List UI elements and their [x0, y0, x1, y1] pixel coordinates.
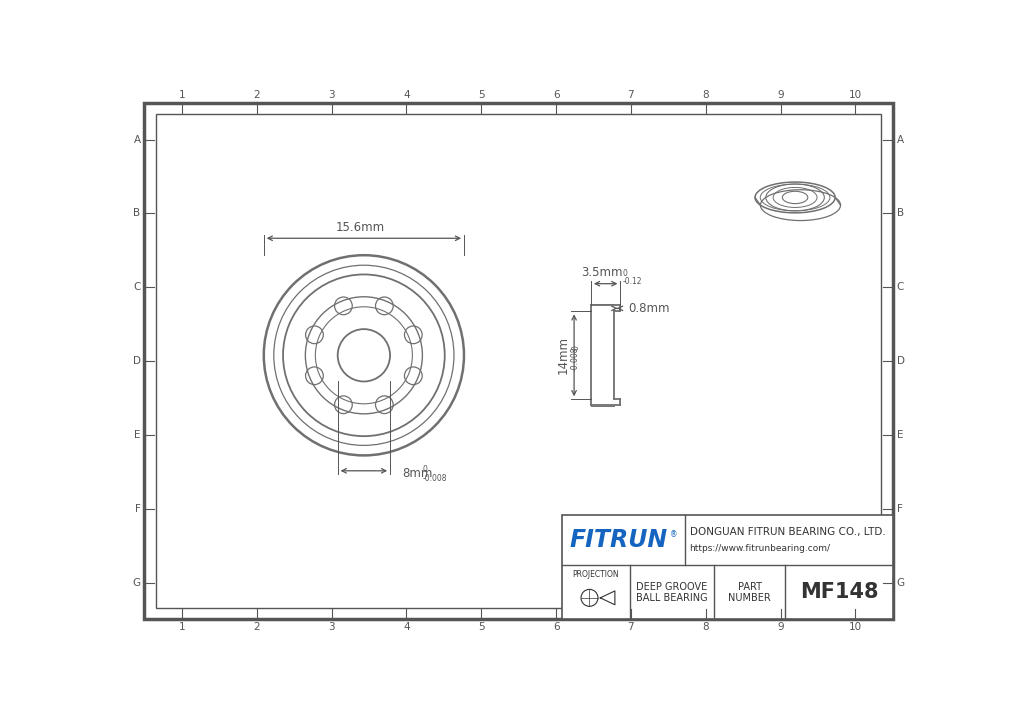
- Text: FITRUN: FITRUN: [569, 528, 667, 553]
- Text: F: F: [134, 503, 141, 513]
- Text: 15.6mm: 15.6mm: [335, 221, 384, 234]
- Text: ®: ®: [669, 530, 676, 538]
- Text: B: B: [896, 209, 903, 219]
- Text: 14mm: 14mm: [556, 336, 569, 374]
- Text: 4: 4: [402, 623, 409, 633]
- Text: 1: 1: [178, 89, 185, 99]
- Text: F: F: [896, 503, 902, 513]
- Text: C: C: [133, 282, 141, 292]
- Text: 6: 6: [552, 89, 559, 99]
- Text: https://www.fitrunbearing.com/: https://www.fitrunbearing.com/: [688, 543, 830, 553]
- Text: D: D: [896, 356, 904, 366]
- Text: 8mm: 8mm: [402, 468, 433, 480]
- Text: 2: 2: [253, 623, 260, 633]
- Text: G: G: [896, 578, 904, 588]
- Bar: [156, 114, 881, 608]
- Text: A: A: [133, 134, 141, 144]
- Text: 2: 2: [253, 89, 260, 99]
- Text: 6: 6: [552, 623, 559, 633]
- Text: 0: 0: [570, 345, 579, 350]
- Text: E: E: [133, 430, 141, 440]
- Text: PROJECTION: PROJECTION: [572, 570, 619, 579]
- Text: 8: 8: [702, 89, 709, 99]
- Text: MF148: MF148: [799, 583, 878, 602]
- Text: 10: 10: [848, 623, 861, 633]
- Text: 3: 3: [328, 623, 335, 633]
- Text: 0: 0: [622, 269, 627, 278]
- Text: DEEP GROOVE
BALL BEARING: DEEP GROOVE BALL BEARING: [636, 581, 707, 603]
- Text: C: C: [896, 282, 903, 292]
- Text: 4: 4: [402, 89, 409, 99]
- Text: B: B: [133, 209, 141, 219]
- Text: 7: 7: [627, 89, 634, 99]
- Text: 10: 10: [848, 89, 861, 99]
- Text: E: E: [896, 430, 903, 440]
- Text: D: D: [132, 356, 141, 366]
- Text: 7: 7: [627, 623, 634, 633]
- Text: 1: 1: [178, 623, 185, 633]
- Bar: [561, 516, 892, 619]
- Text: 5: 5: [477, 623, 484, 633]
- Text: 3.5mm: 3.5mm: [580, 266, 622, 279]
- Text: -0.008: -0.008: [570, 346, 579, 370]
- Text: 9: 9: [776, 623, 784, 633]
- Text: 5: 5: [477, 89, 484, 99]
- Text: DONGUAN FITRUN BEARING CO., LTD.: DONGUAN FITRUN BEARING CO., LTD.: [688, 527, 885, 537]
- Text: -0.008: -0.008: [423, 474, 447, 483]
- Text: A: A: [896, 134, 903, 144]
- Text: 8: 8: [702, 623, 709, 633]
- Text: -0.12: -0.12: [622, 277, 641, 286]
- Text: 0: 0: [423, 465, 428, 474]
- Text: G: G: [132, 578, 141, 588]
- Text: 3: 3: [328, 89, 335, 99]
- Text: 0.8mm: 0.8mm: [628, 302, 669, 315]
- Text: PART
NUMBER: PART NUMBER: [728, 581, 770, 603]
- Text: 9: 9: [776, 89, 784, 99]
